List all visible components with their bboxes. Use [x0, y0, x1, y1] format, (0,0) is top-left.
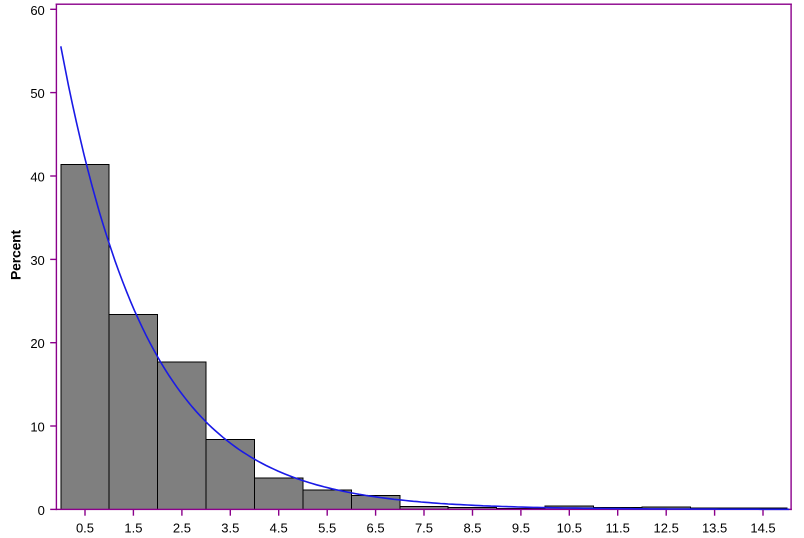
- svg-text:30: 30: [30, 253, 44, 268]
- svg-text:0: 0: [38, 503, 45, 518]
- svg-text:13.5: 13.5: [702, 520, 727, 535]
- svg-text:40: 40: [30, 170, 44, 185]
- svg-text:9.5: 9.5: [512, 520, 530, 535]
- svg-text:8.5: 8.5: [463, 520, 481, 535]
- svg-text:7.5: 7.5: [415, 520, 433, 535]
- svg-text:4.5: 4.5: [270, 520, 288, 535]
- svg-text:10.5: 10.5: [557, 520, 582, 535]
- svg-text:20: 20: [30, 336, 44, 351]
- svg-text:50: 50: [30, 86, 44, 101]
- svg-text:6.5: 6.5: [367, 520, 385, 535]
- svg-text:12.5: 12.5: [654, 520, 679, 535]
- svg-text:5.5: 5.5: [318, 520, 336, 535]
- svg-text:Percent: Percent: [8, 229, 24, 279]
- svg-text:11.5: 11.5: [606, 520, 630, 535]
- svg-text:10: 10: [30, 420, 44, 435]
- svg-text:3.5: 3.5: [221, 520, 239, 535]
- svg-text:1.5: 1.5: [124, 520, 142, 535]
- svg-text:2.5: 2.5: [173, 520, 191, 535]
- svg-text:14.5: 14.5: [750, 520, 775, 535]
- svg-text:0.5: 0.5: [76, 520, 94, 535]
- svg-text:60: 60: [30, 3, 44, 18]
